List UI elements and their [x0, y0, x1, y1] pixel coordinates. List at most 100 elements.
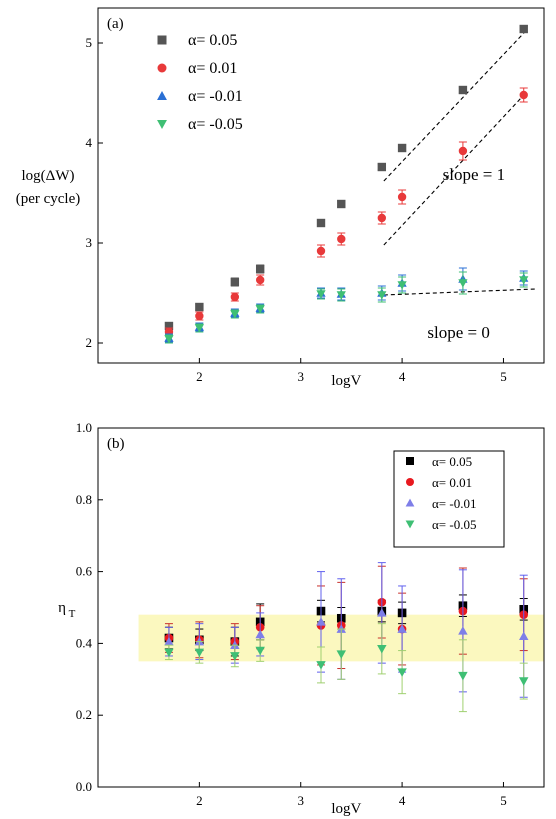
fit-line — [383, 30, 527, 182]
panel-label: (b) — [107, 436, 125, 452]
data-point — [255, 629, 265, 639]
data-point — [164, 321, 174, 331]
data-point — [377, 162, 387, 172]
data-point — [397, 668, 407, 677]
y-tick-label: 0.6 — [76, 564, 93, 579]
data-point — [316, 290, 326, 299]
panel-label: (a) — [107, 16, 124, 32]
data-point — [458, 146, 468, 156]
y-tick-label: 5 — [86, 35, 93, 50]
data-point — [316, 617, 326, 626]
legend: α= 0.05 α= 0.01 α= -0.01 α= -0.05 — [393, 450, 505, 548]
data-point — [316, 661, 326, 670]
y-axis-label: η — [58, 600, 66, 616]
data-point — [519, 24, 528, 34]
y-tick-label: 3 — [86, 235, 93, 250]
plot-frame — [97, 427, 545, 788]
legend: α= 0.05 α= 0.01 α= -0.01 α= -0.05 — [157, 32, 243, 133]
data-point — [377, 213, 387, 223]
data-point — [377, 291, 387, 300]
y-tick-label: 0.2 — [76, 707, 92, 722]
x-tick-label: 4 — [399, 369, 406, 384]
data-point — [377, 645, 387, 654]
data-point — [230, 277, 240, 287]
legend-marker — [405, 520, 415, 529]
data-point — [316, 218, 326, 228]
data-point — [195, 311, 204, 321]
legend-entry: α= 0.01 — [432, 475, 472, 490]
slope-annotation: slope = 0 — [427, 323, 489, 342]
data-point — [519, 276, 529, 285]
y-tick-label: 1.0 — [76, 420, 92, 435]
x-tick-label: 3 — [297, 793, 304, 808]
x-tick-label: 3 — [297, 369, 304, 384]
data-point — [458, 279, 468, 288]
data-point — [336, 291, 346, 300]
series-3 — [164, 623, 529, 713]
y-tick-label: 0.4 — [76, 635, 93, 650]
y-axis-label-subscript: T — [69, 608, 76, 620]
y-tick-label: 0.8 — [76, 492, 92, 507]
data-point — [458, 671, 468, 681]
legend-marker — [157, 63, 167, 73]
legend-marker — [157, 35, 167, 45]
data-point — [316, 246, 326, 256]
x-tick-label: 2 — [196, 793, 203, 808]
data-point — [337, 234, 346, 244]
legend-box — [393, 450, 505, 548]
y-axis-label-line2: (per cycle) — [16, 191, 81, 207]
data-point — [164, 335, 174, 344]
legend-entry: α= -0.01 — [432, 496, 476, 511]
x-tick-label: 5 — [500, 793, 507, 808]
fit-line — [383, 288, 536, 296]
data-point — [377, 608, 387, 617]
data-point — [458, 626, 468, 635]
data-point — [397, 143, 407, 153]
x-tick-label: 4 — [399, 793, 406, 808]
series-3 — [164, 271, 529, 344]
data-point — [255, 646, 265, 656]
data-point — [194, 648, 205, 658]
data-point — [397, 192, 407, 202]
series-1 — [164, 87, 528, 337]
data-point — [397, 281, 407, 290]
x-axis-label: logV — [331, 801, 361, 817]
y-tick-label: 0.0 — [76, 779, 92, 794]
legend-marker — [406, 457, 414, 465]
data-point — [164, 636, 174, 646]
data-point — [336, 650, 347, 659]
y-axis-label: log(ΔW) — [22, 168, 75, 184]
chart-panel-a: 2 3 4 5 2 3 4 5 logV log(ΔW) (per cycle) (a) slope =… — [16, 7, 545, 389]
legend-entry: α= -0.05 — [432, 517, 476, 532]
legend-marker — [405, 498, 415, 507]
data-point — [337, 199, 346, 209]
y-tick-label: 2 — [86, 335, 93, 350]
plot-frame — [97, 7, 545, 364]
data-point — [458, 85, 468, 95]
data-point — [230, 652, 240, 661]
data-point — [255, 305, 265, 314]
data-point — [518, 677, 529, 686]
legend-marker — [406, 478, 414, 486]
legend-entry: α= 0.05 — [188, 32, 237, 49]
legend-marker — [157, 120, 167, 129]
data-point — [230, 292, 240, 302]
x-axis-label: logV — [331, 373, 361, 389]
data-point — [194, 324, 204, 333]
legend-entry: α= -0.01 — [188, 88, 243, 105]
legend-entry: α= -0.05 — [188, 116, 243, 133]
data-point — [255, 275, 265, 285]
legend-entry: α= 0.01 — [188, 60, 237, 77]
y-tick-label: 4 — [86, 135, 93, 150]
slope-annotation: slope = 1 — [443, 165, 505, 184]
legend-entry: α= 0.05 — [432, 454, 472, 469]
data-point — [519, 90, 528, 100]
data-point — [195, 302, 204, 312]
data-point — [518, 631, 529, 641]
data-point — [230, 310, 240, 319]
x-tick-label: 5 — [500, 369, 507, 384]
data-point — [255, 264, 265, 274]
data-point — [164, 648, 174, 658]
legend-marker — [157, 91, 167, 100]
